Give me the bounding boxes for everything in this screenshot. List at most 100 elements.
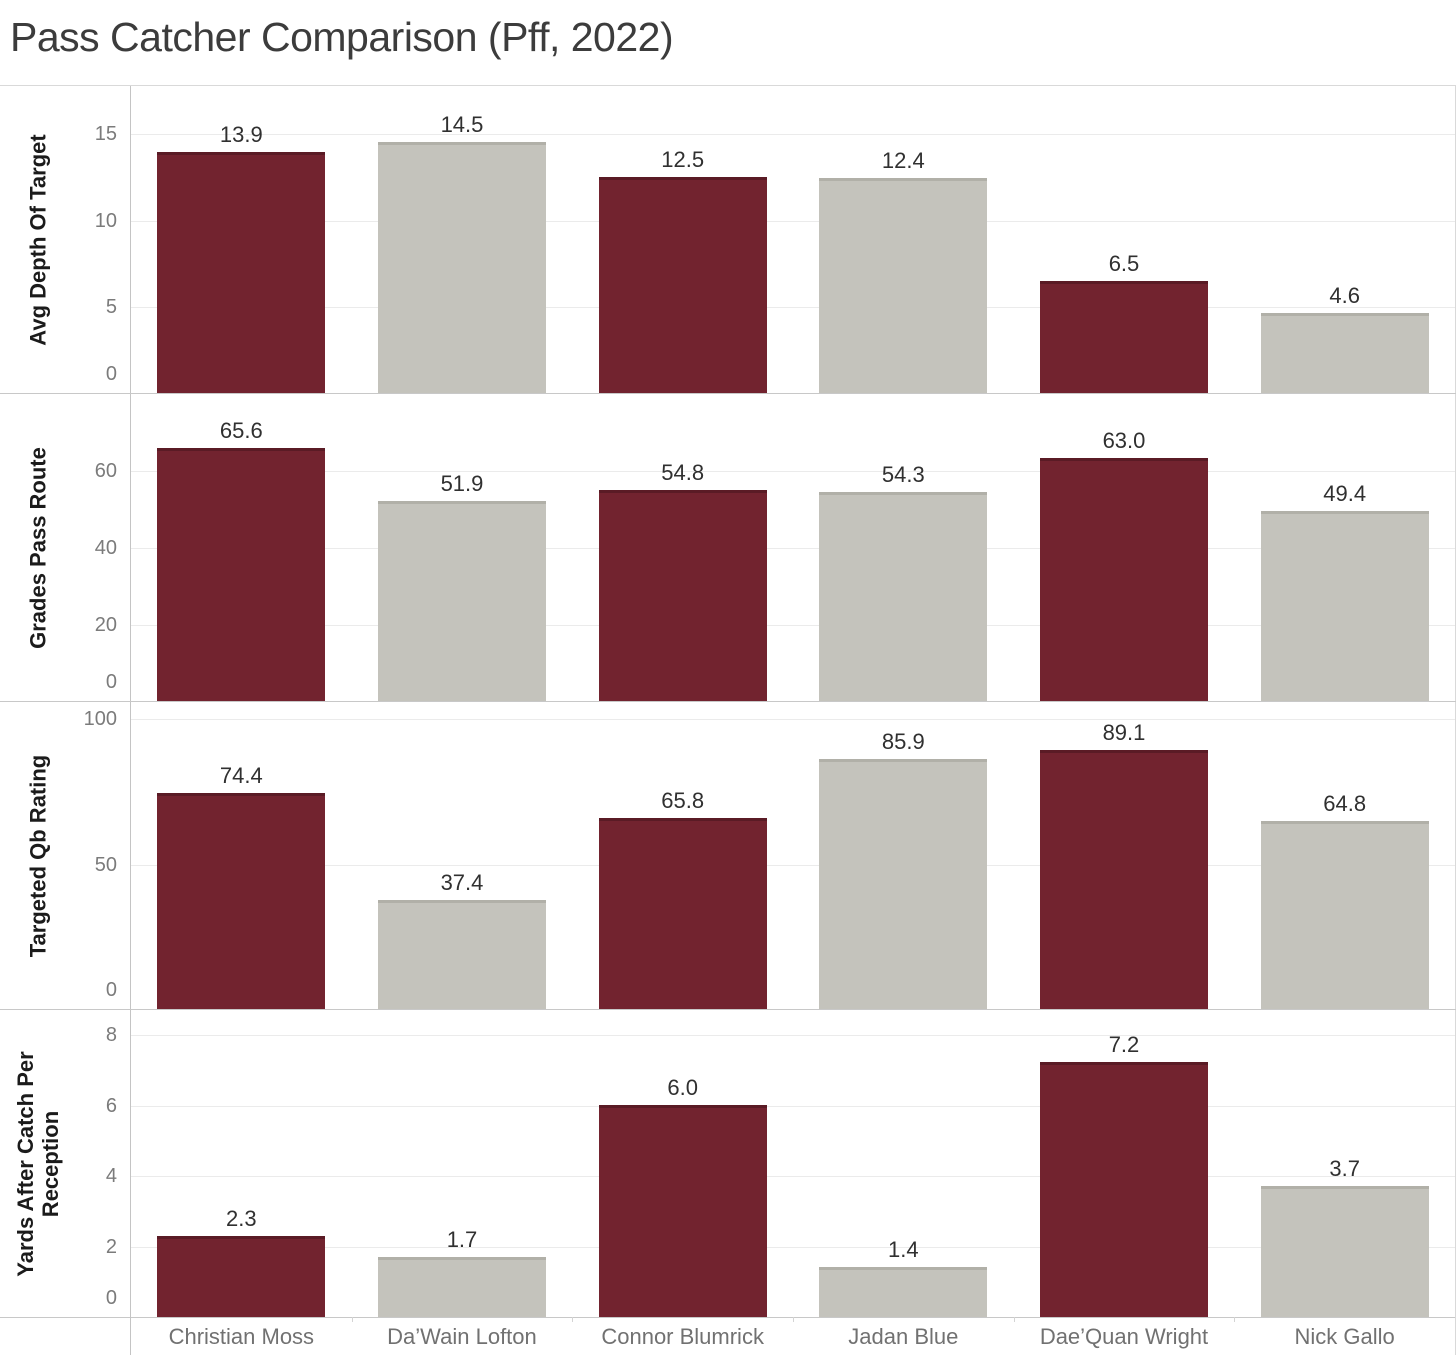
- y-tick-label: 0: [105, 363, 117, 385]
- y-tick-label: 100: [83, 708, 117, 731]
- x-axis-label-nick-gallo: Nick Gallo: [1294, 1324, 1395, 1349]
- bar-value-label: 7.2: [1108, 1032, 1140, 1058]
- gridline: [131, 1105, 1455, 1107]
- chart-panels: Avg Depth Of Target 0 5 10 15 13.9 14.5 12.5 12.…: [0, 85, 1456, 1318]
- bar-value-label: 54.3: [881, 461, 925, 487]
- x-axis-label-dae-quan-wright: Dae’Quan Wright: [1039, 1324, 1209, 1349]
- gridline: [131, 1034, 1455, 1036]
- bar-value-label: 14.5: [440, 112, 484, 138]
- bar-dae-quan-wright[interactable]: [1040, 1062, 1208, 1317]
- bar-dae-quan-wright[interactable]: [1040, 750, 1208, 1009]
- panel-yards-after-catch-per-reception: Yards After Catch Per Reception 0 2 4 6 8 2.3 1…: [0, 1010, 1456, 1318]
- y-axis-title: Yards After Catch Per Reception: [13, 1050, 63, 1277]
- x-axis-label-row: Christian Moss Da’Wain Lofton Connor Blumr…: [130, 1317, 1456, 1355]
- chart-title: Pass Catcher Comparison (Pff, 2022): [10, 14, 674, 60]
- y-tick-label: 2: [105, 1236, 117, 1259]
- bar-value-label: 6.5: [1108, 250, 1140, 276]
- y-tick-label: 10: [94, 209, 117, 232]
- bar-value-label: 1.4: [888, 1237, 919, 1263]
- y-tick-label: 0: [105, 671, 117, 693]
- bar-da-wain-lofton[interactable]: [378, 1256, 546, 1317]
- bar-jadan-blue[interactable]: [819, 1267, 988, 1317]
- y-axis-gutter: Yards After Catch Per Reception 0 2 4 6 8: [0, 1010, 130, 1317]
- bar-value-label: 3.7: [1329, 1156, 1360, 1182]
- bar-da-wain-lofton[interactable]: [378, 900, 546, 1009]
- gridline: [131, 471, 1455, 472]
- category-tick: [1013, 1317, 1015, 1322]
- bar-value-label: 2.3: [226, 1205, 257, 1231]
- gridline: [131, 1247, 1455, 1249]
- y-tick-label: 4: [105, 1165, 117, 1188]
- bar-value-label: 85.9: [881, 729, 925, 755]
- bar-value-label: 51.9: [440, 471, 484, 497]
- y-tick-label: 50: [94, 853, 117, 876]
- y-axis-gutter: Targeted Qb Rating 0 50 100: [0, 702, 130, 1009]
- category-tick: [1234, 1317, 1236, 1322]
- bar-christian-moss[interactable]: [157, 792, 326, 1009]
- bar-value-label: 65.8: [661, 787, 705, 813]
- bar-christian-moss[interactable]: [157, 448, 326, 701]
- y-tick-label: 0: [105, 979, 117, 1001]
- bar-value-label: 74.4: [219, 762, 263, 788]
- y-axis-gutter: Avg Depth Of Target 0 5 10 15: [0, 86, 130, 393]
- y-tick-label: 15: [94, 123, 117, 146]
- bar-connor-blumrick[interactable]: [598, 176, 767, 393]
- bar-jadan-blue[interactable]: [819, 759, 988, 1009]
- plot-area: 74.4 37.4 65.8 85.9 89.1 64.8: [130, 702, 1456, 1009]
- gridline: [131, 1176, 1455, 1178]
- bar-value-label: 4.6: [1329, 283, 1360, 309]
- bar-dae-quan-wright[interactable]: [1040, 280, 1208, 393]
- panel-targeted-qb-rating: Targeted Qb Rating 0 50 100 74.4 37.4 65.8 85.9…: [0, 702, 1456, 1010]
- panel-avg-depth-of-target: Avg Depth Of Target 0 5 10 15 13.9 14.5 12.5 12.…: [0, 86, 1456, 394]
- bar-value-label: 63.0: [1102, 428, 1146, 454]
- bar-value-label: 12.5: [661, 146, 705, 172]
- y-tick-label: 20: [94, 614, 117, 636]
- x-axis-band: Christian Moss Da’Wain Lofton Connor Blumr…: [0, 1317, 1456, 1355]
- bar-christian-moss[interactable]: [157, 1235, 326, 1317]
- plot-area: 2.3 1.7 6.0 1.4 7.2 3.7: [130, 1010, 1456, 1317]
- bar-connor-blumrick[interactable]: [598, 490, 767, 701]
- bar-value-label: 49.4: [1323, 480, 1367, 506]
- bar-connor-blumrick[interactable]: [598, 817, 767, 1009]
- bar-christian-moss[interactable]: [157, 152, 326, 393]
- gridline: [131, 134, 1455, 136]
- gridline: [131, 864, 1455, 866]
- y-tick-label: 40: [94, 537, 117, 559]
- bar-nick-gallo[interactable]: [1260, 1186, 1429, 1317]
- y-tick-label: 6: [105, 1094, 117, 1117]
- category-tick: [351, 1317, 353, 1322]
- x-axis-label-jadan-blue: Jadan Blue: [848, 1324, 959, 1349]
- y-axis-gutter: Grades Pass Route 0 20 40 60: [0, 394, 130, 701]
- bar-value-label: 12.4: [881, 148, 925, 174]
- bar-da-wain-lofton[interactable]: [378, 501, 546, 701]
- bar-jadan-blue[interactable]: [819, 178, 988, 393]
- x-axis-label-connor-blumrick: Connor Blumrick: [601, 1324, 764, 1349]
- y-tick-label: 0: [105, 1287, 117, 1309]
- y-tick-label: 60: [94, 460, 117, 482]
- bar-nick-gallo[interactable]: [1260, 820, 1429, 1009]
- y-tick-label: 8: [105, 1023, 117, 1046]
- plot-area: 65.6 51.9 54.8 54.3 63.0 49.4: [130, 394, 1456, 701]
- category-tick: [793, 1317, 794, 1322]
- bar-jadan-blue[interactable]: [819, 491, 988, 701]
- bar-value-label: 54.8: [661, 460, 705, 486]
- gridline: [131, 220, 1455, 222]
- x-axis-label-da-wain-lofton: Da’Wain Lofton: [387, 1324, 537, 1349]
- bar-value-label: 65.6: [219, 418, 263, 444]
- bar-nick-gallo[interactable]: [1260, 313, 1429, 393]
- bar-dae-quan-wright[interactable]: [1040, 458, 1208, 701]
- category-tick: [572, 1317, 574, 1322]
- gridline: [131, 719, 1455, 721]
- gridline: [131, 548, 1455, 549]
- bar-da-wain-lofton[interactable]: [378, 142, 546, 393]
- bar-nick-gallo[interactable]: [1260, 510, 1429, 701]
- bar-value-label: 1.7: [446, 1226, 478, 1252]
- bar-value-label: 6.0: [667, 1074, 698, 1100]
- bar-connor-blumrick[interactable]: [598, 1104, 767, 1317]
- gridline: [131, 625, 1455, 626]
- bar-value-label: 89.1: [1102, 720, 1146, 746]
- y-tick-label: 5: [105, 296, 117, 319]
- bar-value-label: 64.8: [1323, 790, 1367, 816]
- x-axis-label-christian-moss: Christian Moss: [168, 1324, 315, 1349]
- chart-header: Pass Catcher Comparison (Pff, 2022): [0, 0, 1456, 85]
